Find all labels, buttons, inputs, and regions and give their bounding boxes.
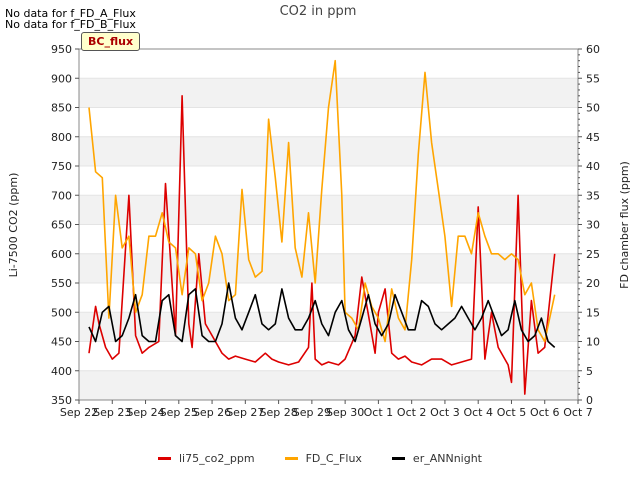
series-line-li75_co2_ppm: [88, 95, 556, 395]
y-right-tick-label: 40: [586, 160, 600, 173]
legend-label-fd-c-flux: FD_C_Flux: [305, 452, 362, 465]
x-tick-label: Sep 30: [326, 406, 364, 419]
x-tick-label: Oct 4: [463, 406, 493, 419]
x-tick-label: Oct 2: [397, 406, 427, 419]
legend-item-er-annnight: er_ANNnight: [391, 452, 482, 465]
y-left-tick-label: 950: [51, 43, 72, 56]
x-tick-label: Sep 24: [126, 406, 164, 419]
x-tick-label: Oct 5: [497, 406, 527, 419]
legend-swatch-er-annnight: [391, 457, 405, 460]
x-tick-label: Sep 25: [160, 406, 198, 419]
y-right-tick-label: 25: [586, 248, 600, 261]
legend-label-er-annnight: er_ANNnight: [412, 452, 482, 465]
y-right-tick-label: 55: [586, 72, 600, 85]
series-line-er_ANNnight: [88, 282, 556, 348]
y-left-tick-label: 800: [51, 131, 72, 144]
background-band: [79, 224, 578, 254]
y-right-tick-label: 5: [586, 365, 593, 378]
y-left-tick-label: 400: [51, 365, 72, 378]
y-left-tick-label: 500: [51, 306, 72, 319]
y-right-tick-label: 30: [586, 219, 600, 232]
x-tick-label: Sep 28: [259, 406, 297, 419]
background-band: [79, 49, 578, 79]
y-right-tick-label: 35: [586, 189, 600, 202]
x-tick-label: Sep 22: [60, 406, 98, 419]
y-right-tick-label: 60: [586, 43, 600, 56]
background-band: [79, 312, 578, 342]
y-right-tick-label: 45: [586, 131, 600, 144]
legend-label-li75: li75_co2_ppm: [179, 452, 255, 465]
x-tick-label: Sep 23: [93, 406, 131, 419]
legend-swatch-li75: [158, 457, 171, 460]
series-layer: [88, 59, 556, 395]
y-right-tick-label: 10: [586, 336, 600, 349]
y-left-tick-label: 750: [51, 160, 72, 173]
x-tick-label: Oct 3: [430, 406, 460, 419]
bc-flux-badge: BC_flux: [81, 32, 141, 51]
no-data-notice-b: No data for f_FD_B_Flux: [5, 18, 136, 31]
y-left-tick-label: 450: [51, 336, 72, 349]
y-right-tick-label: 0: [586, 394, 593, 407]
y-left-tick-label: 600: [51, 248, 72, 261]
y-axis-left-label: Li-7500 CO2 (ppm): [7, 173, 20, 278]
y-axis-left: 350 400 450 500 550 600 650 700 750 800 850 900 950: [51, 43, 79, 407]
y-left-tick-label: 650: [51, 219, 72, 232]
x-tick-label: Oct 7: [563, 406, 593, 419]
y-axis-right-label: FD chamber flux (ppm): [618, 161, 631, 289]
legend-swatch-fd-c-flux: [284, 457, 298, 460]
y-left-tick-label: 850: [51, 102, 72, 115]
x-tick-label: Sep 26: [193, 406, 231, 419]
chart-title: CO2 in ppm: [280, 4, 357, 19]
x-tick-label: Sep 27: [226, 406, 264, 419]
series-line-FD_C_Flux: [88, 59, 556, 343]
x-tick-label: Sep 29: [293, 406, 331, 419]
no-data-notice-a: No data for f_FD_A_Flux: [5, 7, 136, 20]
legend: li75_co2_ppm FD_C_Flux er_ANNnight: [0, 452, 640, 465]
x-tick-label: Oct 1: [364, 406, 394, 419]
y-axis-right: 0 5 10 15 20 25 30 35 40 45 50 55 60: [578, 43, 600, 407]
background-band: [79, 370, 578, 400]
background-band: [79, 341, 578, 371]
background-band: [79, 166, 578, 196]
background-band: [79, 136, 578, 166]
background-bands: [79, 48, 578, 401]
y-right-tick-label: 15: [586, 306, 600, 319]
background-band: [79, 283, 578, 313]
y-left-tick-label: 350: [51, 394, 72, 407]
background-band: [79, 195, 578, 225]
y-left-tick-label: 550: [51, 277, 72, 290]
legend-item-fd-c-flux: FD_C_Flux: [284, 452, 362, 465]
y-left-tick-label: 700: [51, 189, 72, 202]
y-right-tick-label: 20: [586, 277, 600, 290]
y-right-tick-label: 50: [586, 102, 600, 115]
legend-item-li75: li75_co2_ppm: [158, 452, 255, 465]
x-tick-label: Oct 6: [530, 406, 560, 419]
y-left-tick-label: 900: [51, 72, 72, 85]
